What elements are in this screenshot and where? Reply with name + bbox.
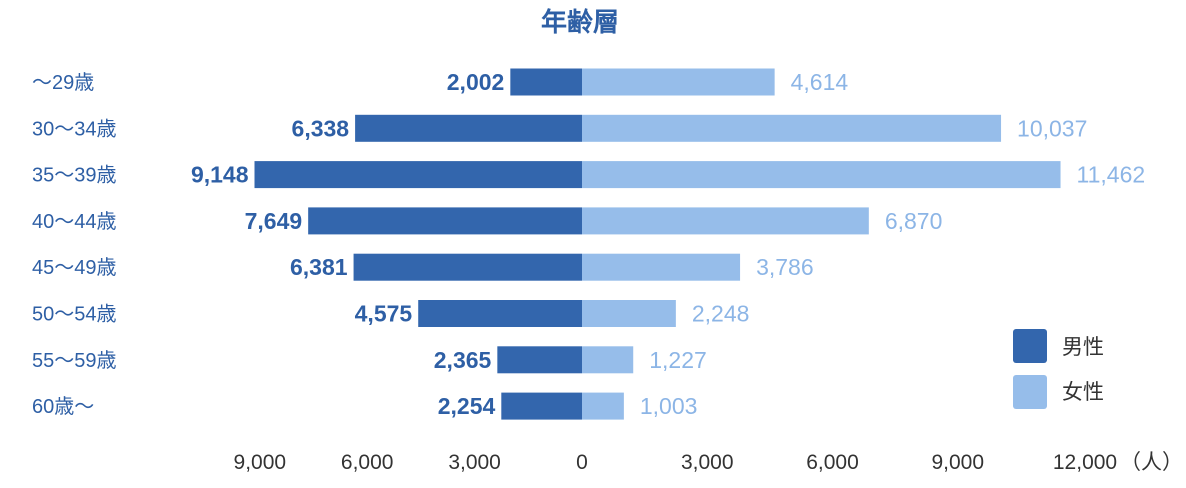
data-label-female: 4,614 [791,69,849,95]
legend-label-female: 女性 [1062,380,1104,404]
bar-female [582,300,676,327]
bar-male [501,392,582,420]
legend-swatch-male [1013,329,1047,363]
data-label-female: 11,462 [1077,162,1146,188]
bar-female [582,114,1002,142]
category-label: 50～54歳 [32,303,117,326]
category-label: ～29歳 [32,71,94,94]
data-label-male: 9,148 [191,162,249,188]
data-label-female: 10,037 [1017,115,1087,141]
bar-male [308,207,582,235]
bar-male [353,253,582,281]
x-tick-label-right: 6,000 [806,451,859,474]
data-label-male: 2,365 [434,347,492,373]
x-tick-label-right: 0 [576,451,588,474]
bar-female [582,161,1061,189]
category-label: 40～44歳 [32,210,117,233]
bar-female [582,253,741,281]
bar-female [582,392,624,420]
bar-male [254,161,583,189]
bar-female [582,346,634,374]
category-label: 30～34歳 [32,117,117,140]
bar-male [497,346,582,374]
x-tick-label-right: 9,000 [931,451,984,474]
category-label: 35～39歳 [32,164,117,187]
data-label-male: 2,254 [438,393,496,419]
data-label-male: 2,002 [447,69,505,95]
category-label: 45～49歳 [32,256,117,279]
category-label: 55～59歳 [32,349,117,372]
legend-label-male: 男性 [1062,335,1104,359]
x-tick-label-right: 12,000 [1053,451,1117,474]
x-tick-label-right: 3,000 [681,451,734,474]
data-label-female: 3,786 [756,254,814,280]
data-label-male: 6,381 [290,254,348,280]
bars [254,68,1061,420]
category-label: 60歳～ [32,395,94,418]
bar-male [510,68,582,96]
data-label-female: 2,248 [692,301,750,327]
chart-title: 年齢層 [541,7,619,38]
x-tick-label-left: 9,000 [234,451,287,474]
data-label-male: 7,649 [245,208,303,234]
data-labels: 2,002 4,614 6,338 10,037 9,148 11,462 7,649 6,8… [191,69,1145,419]
bar-male [418,300,582,327]
category-labels: ～29歳 30～34歳 35～39歳 40～44歳 45～49歳 50～54歳 55～59歳… [32,71,117,418]
x-axis-unit: （人） [1120,451,1183,474]
x-tick-label-left: 6,000 [341,451,394,474]
bar-male [355,114,582,142]
legend-swatch-female [1013,375,1047,409]
data-label-female: 6,870 [885,208,943,234]
data-label-female: 1,227 [649,347,707,373]
bar-female [582,68,775,96]
bar-female [582,207,869,235]
data-label-female: 1,003 [640,393,698,419]
data-label-male: 6,338 [292,115,350,141]
x-tick-label-left: 3,000 [448,451,501,474]
x-axis-ticks: 9,000 6,000 3,000 0 3,000 6,000 9,000 12,000 （人） [234,451,1183,474]
data-label-male: 4,575 [355,301,413,327]
